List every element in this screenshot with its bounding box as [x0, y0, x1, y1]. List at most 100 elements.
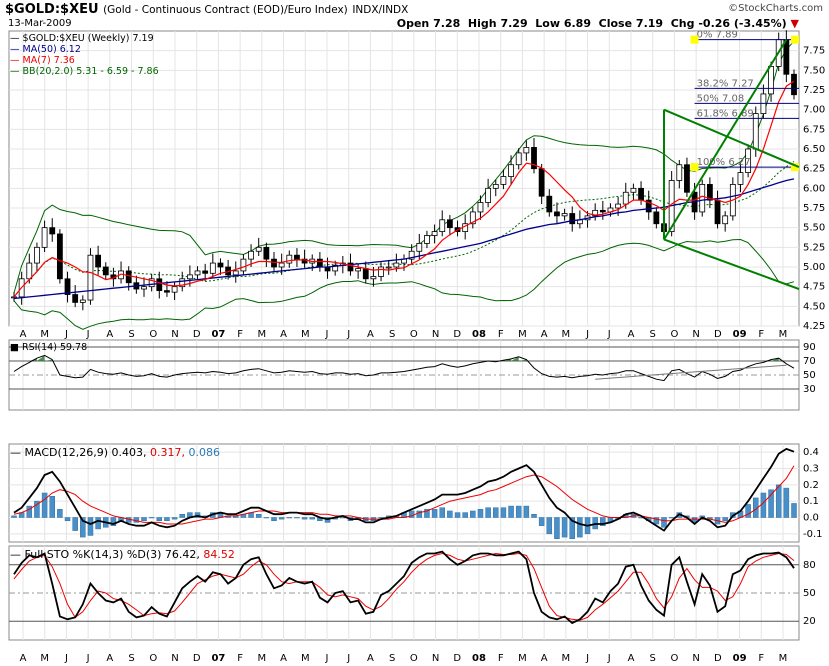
candle-body [424, 235, 430, 244]
exchange: INDX/INDX [352, 4, 409, 16]
y-tick-rsi: 50 [803, 370, 816, 381]
y-tick-rsi: 30 [803, 384, 816, 395]
x-tick-bottom: M [301, 653, 310, 664]
candle-body [546, 195, 553, 213]
macd-hist-bar [278, 517, 285, 520]
fib-anchor-right2 [791, 163, 799, 172]
low-label: Low [535, 17, 560, 30]
close-label: Close [598, 17, 633, 30]
macd-hist-bar [309, 517, 315, 520]
x-tick-bottom: J [607, 653, 611, 664]
candle-body [26, 262, 33, 280]
macd-hist-bar [171, 517, 178, 520]
macd-hist-bar [768, 489, 774, 518]
candle-body [554, 211, 560, 217]
candle-body [676, 164, 683, 181]
fib-anchor-top [690, 35, 699, 44]
candle-body [240, 258, 247, 272]
x-tick-bottom: D [193, 653, 201, 664]
macd-hist-bar [294, 517, 300, 519]
macd-hist-bar [554, 517, 560, 539]
y-tick-price: 5.25 [803, 242, 825, 253]
candle-body [622, 191, 629, 205]
brand-logo[interactable]: ©StockCharts.com [728, 3, 823, 14]
x-tick-top: M [258, 329, 267, 340]
legend-macd: — MACD(12,26,9) 0.403, 0.317, 0.086 [10, 446, 221, 459]
legend-rsi-text: RSI(14) 59.78 [22, 342, 88, 353]
legend-ma7: — MA(7) 7.36 [10, 55, 75, 66]
fib-label: 61.8% 6.89 [697, 108, 754, 119]
x-tick-top: M [301, 329, 310, 340]
chg-label: Chg [670, 17, 695, 30]
macd-hist-bar [110, 517, 117, 526]
candle-body [684, 164, 690, 193]
x-tick-top: 08 [472, 329, 486, 340]
candle-body [446, 219, 453, 229]
candle-body [217, 262, 224, 268]
candle-body [102, 266, 109, 276]
legend-macd-v1: 0.403, [111, 446, 147, 459]
macd-hist-bar [141, 517, 147, 522]
candle-body [248, 250, 254, 260]
macd-hist-bar [156, 517, 163, 522]
macd-hist-bar [95, 517, 101, 530]
candle-body [186, 274, 193, 280]
candle-body [745, 148, 752, 174]
candle-body [645, 199, 652, 213]
candle-body [531, 147, 537, 170]
y-tick-price: 5.50 [803, 223, 825, 234]
macd-hist-bar [416, 510, 423, 518]
candle-body [209, 262, 216, 274]
macd-hist-bar [179, 513, 185, 518]
candle-body [492, 183, 499, 189]
macd-hist-bar [271, 517, 277, 522]
candle-body [332, 265, 339, 272]
candle-body [653, 211, 660, 225]
candle-body [232, 270, 239, 276]
candle-body [34, 246, 40, 264]
fib-label: 0% 7.89 [697, 30, 738, 41]
x-tick-bottom: O [149, 653, 157, 664]
x-tick-top: J [346, 329, 350, 340]
macd-hist-bar [57, 509, 63, 518]
candle-body [301, 258, 308, 264]
macd-hist-bar [255, 513, 262, 518]
x-tick-top: N [171, 329, 178, 340]
candle-body [469, 211, 476, 225]
x-tick-bottom: 08 [472, 653, 486, 664]
macd-hist-bar [477, 509, 484, 518]
axis-layer: A A M M J J J J A A S S O O N N D D 07 07 F F M M A A M M J J J J A A S S O O… [20, 46, 826, 664]
candle-body [714, 199, 721, 225]
x-tick-bottom: S [389, 653, 395, 664]
x-tick-bottom: S [650, 653, 656, 664]
y-tick-price: 6.25 [803, 164, 825, 175]
rsi-overbought-fill [518, 359, 527, 361]
y-tick-price: 4.25 [803, 321, 825, 332]
candle-body [722, 215, 729, 225]
x-tick-top: M [40, 329, 49, 340]
candle-body [630, 187, 637, 193]
x-tick-top: J [86, 329, 90, 340]
macd-hist-bar [653, 517, 660, 525]
legend-ma50-text: MA(50) 6.12 [22, 44, 81, 55]
candle-body [592, 209, 599, 217]
candle-body [615, 203, 622, 209]
x-tick-top: A [367, 329, 374, 340]
x-tick-bottom: N [171, 653, 178, 664]
macd-hist-bar [569, 517, 575, 539]
x-tick-top: O [149, 329, 157, 340]
macd-hist-bar [286, 517, 293, 519]
y-tick-price: 7.00 [803, 105, 825, 116]
candle-body [156, 278, 163, 291]
candle-body [355, 268, 362, 272]
candle-body [378, 266, 384, 277]
candle-body [286, 254, 293, 264]
x-tick-bottom: D [453, 653, 461, 664]
legend-macd-v3: 0.086 [188, 446, 221, 459]
candle-body [439, 219, 446, 233]
x-tick-bottom: M [40, 653, 49, 664]
x-tick-bottom: O [670, 653, 678, 664]
macd-hist-bar [87, 517, 94, 536]
candle-body [569, 213, 576, 225]
macd-hist-bar [493, 507, 499, 518]
